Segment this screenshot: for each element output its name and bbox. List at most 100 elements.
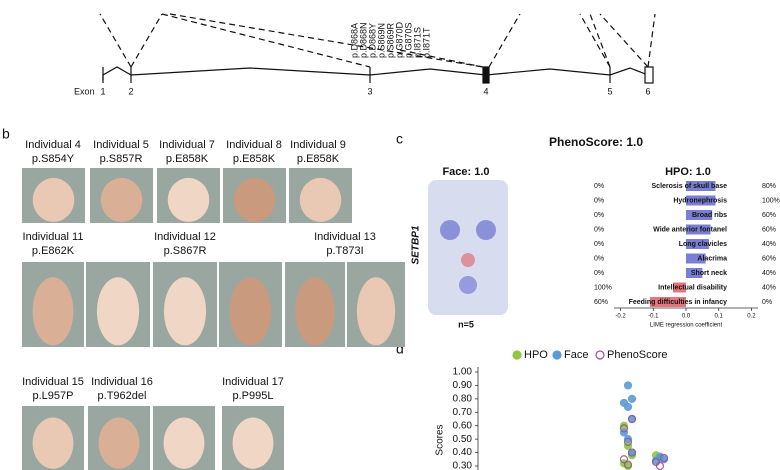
- individual-name: Individual 9: [290, 139, 346, 151]
- photo-face: [163, 417, 205, 469]
- x-tick-label: -0.1: [648, 314, 659, 320]
- x-tick-label: 0.1: [715, 314, 724, 320]
- x-tick-label: -0.2: [615, 314, 626, 320]
- individual-name: Individual 16: [91, 376, 153, 388]
- right-percent: 0%: [762, 299, 772, 306]
- individual-variant: p.E858K: [297, 153, 340, 165]
- left-percent: 60%: [594, 299, 608, 306]
- left-percent: 0%: [594, 270, 604, 277]
- exon-number: 6: [645, 86, 650, 96]
- individual-variant: p.L957P: [33, 390, 74, 402]
- score-point: [623, 435, 633, 444]
- y-tick-label: 1.00: [453, 367, 473, 378]
- heatmap-blob: [459, 276, 477, 294]
- bar: [686, 195, 716, 206]
- individual-name: Individual 12: [154, 231, 216, 243]
- variant-label: p.D868N: [358, 22, 368, 58]
- left-percent: 0%: [594, 226, 604, 233]
- photo-face: [295, 277, 335, 346]
- individual-name: Individual 7: [159, 139, 215, 151]
- score-point: [623, 381, 633, 390]
- left-percent: 100%: [594, 284, 612, 291]
- variant-label: p.G870D: [394, 21, 404, 58]
- score-point: [623, 402, 633, 412]
- score-point: [627, 448, 637, 457]
- individual-variant: p.S857R: [100, 153, 143, 165]
- legend-marker: [552, 350, 562, 360]
- heatmap-blob: [476, 220, 496, 240]
- heatmap-blob: [461, 253, 475, 267]
- individual-variant: p.S854Y: [32, 153, 75, 165]
- photo-face: [163, 277, 207, 346]
- photo-face: [32, 277, 74, 346]
- feature-label: Sclerosis of skull base: [652, 183, 728, 190]
- photo-face: [100, 177, 143, 222]
- score-point: [619, 424, 629, 433]
- intron-line: [102, 66, 649, 80]
- individual-name: Individual 8: [226, 139, 282, 151]
- exon-number: 1: [100, 86, 105, 96]
- individual-name: Individual 17: [222, 376, 284, 388]
- photo-face: [233, 177, 276, 222]
- bar: [686, 210, 713, 220]
- individual-name: Individual 13: [314, 231, 376, 243]
- score-point: [659, 453, 669, 463]
- y-tick-label: 0.90: [453, 380, 473, 391]
- legend-marker: [512, 350, 522, 360]
- variant-label: p.I871S: [412, 27, 422, 58]
- feature-label: Feeding difficulties in infancy: [629, 299, 728, 306]
- y-tick-label: 0.70: [453, 407, 473, 418]
- legend-label: PhenoScore: [607, 349, 668, 361]
- hpo-title: HPO: 1.0: [665, 166, 711, 178]
- photo-face: [232, 417, 274, 469]
- score-point: [627, 394, 637, 403]
- photo-face: [32, 177, 75, 222]
- right-percent: 40%: [762, 241, 776, 248]
- right-percent: 40%: [762, 270, 776, 277]
- photo-face: [32, 417, 74, 469]
- individual-variant: p.T962del: [98, 390, 147, 402]
- exon-number: 5: [607, 86, 612, 96]
- photo-face: [356, 277, 396, 346]
- feature-label: Alacrima: [697, 255, 727, 262]
- individual-variant: p.E858K: [233, 153, 276, 165]
- face-title: Face: 1.0: [442, 166, 489, 178]
- variant-label: p.S869R: [385, 22, 395, 58]
- y-tick-label: 0.50: [453, 434, 473, 445]
- left-percent: 0%: [594, 241, 604, 248]
- individual-variant: p.P995L: [233, 390, 274, 402]
- score-point: [623, 437, 633, 446]
- feature-label: Short neck: [691, 270, 727, 277]
- variant-lines: [99, 13, 656, 68]
- variant-label: p.G870S: [403, 22, 413, 58]
- gene-diagram: [99, 13, 656, 84]
- feature-label: Wide anterior fontanel: [653, 226, 727, 233]
- exon-number: 2: [128, 86, 133, 96]
- right-percent: 40%: [762, 284, 776, 291]
- legend-label: Face: [564, 349, 588, 361]
- score-point: [655, 461, 665, 470]
- legend-marker: [595, 350, 605, 360]
- left-percent: 0%: [594, 255, 604, 262]
- right-percent: 60%: [762, 212, 776, 219]
- left-percent: 0%: [594, 212, 604, 219]
- left-percent: 0%: [594, 197, 604, 204]
- sample-size: n=5: [458, 319, 474, 329]
- right-percent: 80%: [762, 183, 776, 190]
- variant-label: p.D868Y: [367, 23, 377, 58]
- bar: [686, 253, 706, 264]
- feature-label: Long clavicles: [679, 241, 727, 248]
- x-axis-label: LIME regression coefficient: [650, 323, 723, 329]
- photo-face: [98, 417, 140, 469]
- individual-variant: p.E858K: [166, 153, 209, 165]
- individual-name: Individual 5: [93, 139, 149, 151]
- score-point: [627, 414, 637, 424]
- feature-label: Broad ribs: [692, 212, 727, 219]
- score-point: [619, 455, 629, 464]
- exon-number: 4: [483, 86, 488, 96]
- right-percent: 100%: [762, 197, 780, 204]
- panel-title: PhenoScore: 1.0: [549, 135, 643, 149]
- bar: [686, 224, 711, 235]
- x-tick-label: 0.0: [682, 314, 691, 320]
